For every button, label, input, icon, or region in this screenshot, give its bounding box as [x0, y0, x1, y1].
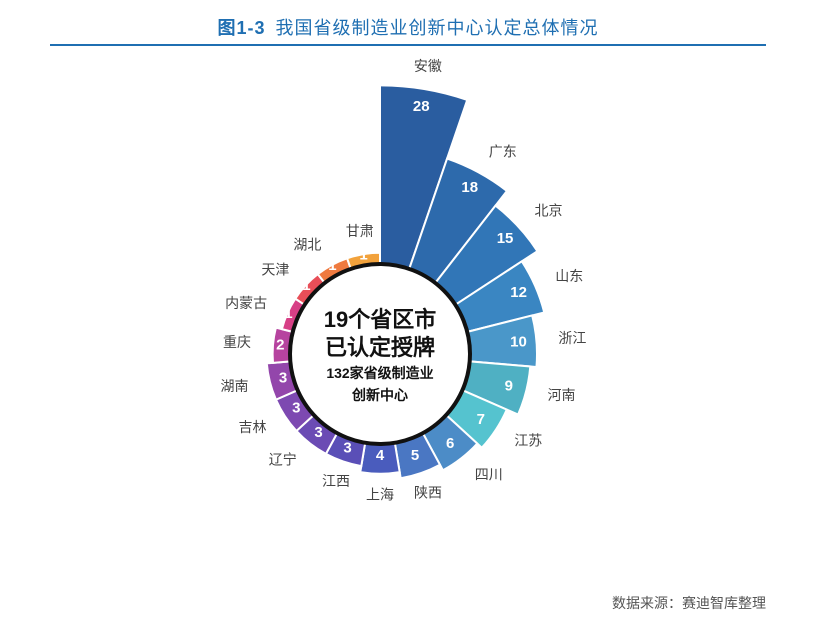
- segment-value: 3: [314, 424, 322, 441]
- segment-label: 河南: [548, 387, 576, 403]
- segment-value: 3: [292, 400, 300, 417]
- segment-label: 广东: [489, 144, 517, 160]
- segment-label: 甘肃: [346, 223, 374, 239]
- segment-value: 3: [279, 370, 287, 387]
- segment-label: 湖北: [293, 236, 321, 252]
- segment-value: 3: [343, 440, 351, 457]
- segment-label: 北京: [535, 202, 563, 218]
- segment-value: 18: [461, 179, 478, 196]
- segment-value: 12: [510, 284, 527, 301]
- chart-title-text: 我国省级制造业创新中心认定总体情况: [276, 18, 599, 38]
- segment-value: 1: [328, 257, 336, 274]
- segment-value: 1: [302, 277, 310, 294]
- segment-label: 陕西: [414, 485, 442, 501]
- segment-label: 浙江: [558, 330, 586, 346]
- segment-value: 9: [505, 378, 513, 395]
- segment-value: 10: [510, 333, 527, 350]
- segment-label: 天津: [261, 261, 289, 277]
- segment-value: 1: [284, 305, 292, 322]
- page: { "title_prefix": "图1-3", "title_text": …: [0, 0, 816, 627]
- segment-value: 7: [477, 411, 485, 428]
- chart-center-disc: [290, 264, 470, 444]
- segment-label: 湖南: [221, 378, 249, 394]
- source-name: 赛迪智库整理: [682, 595, 766, 611]
- segment-value: 1: [359, 246, 367, 263]
- segment-label: 辽宁: [269, 452, 297, 468]
- segment-label: 山东: [555, 268, 583, 284]
- segment-value: 2: [276, 337, 284, 354]
- segment-label: 内蒙古: [225, 295, 267, 311]
- segment-label: 上海: [366, 487, 394, 503]
- segment-label: 安徽: [414, 58, 442, 74]
- segment-value: 5: [411, 447, 419, 464]
- source-prefix: 数据来源：: [612, 595, 682, 611]
- polar-chart: 安徽28广东18北京15山东12浙江10河南9江苏7四川6陕西5上海4江西3辽宁…: [0, 44, 816, 584]
- chart-svg: 安徽28广东18北京15山东12浙江10河南9江苏7四川6陕西5上海4江西3辽宁…: [0, 44, 816, 584]
- segment-label: 四川: [475, 466, 503, 482]
- segment-label: 吉林: [238, 419, 266, 435]
- segment-value: 6: [446, 435, 454, 452]
- chart-title: 图1-3 我国省级制造业创新中心认定总体情况: [50, 14, 766, 40]
- segment-label: 江苏: [514, 432, 542, 448]
- segment-label: 江西: [322, 473, 350, 489]
- segment-value: 15: [497, 230, 514, 247]
- data-source: 数据来源：赛迪智库整理: [612, 593, 766, 613]
- segment-value: 4: [376, 447, 385, 464]
- chart-title-prefix: 图1-3: [217, 18, 265, 38]
- segment-value: 28: [413, 98, 430, 115]
- segment-label: 重庆: [223, 334, 251, 350]
